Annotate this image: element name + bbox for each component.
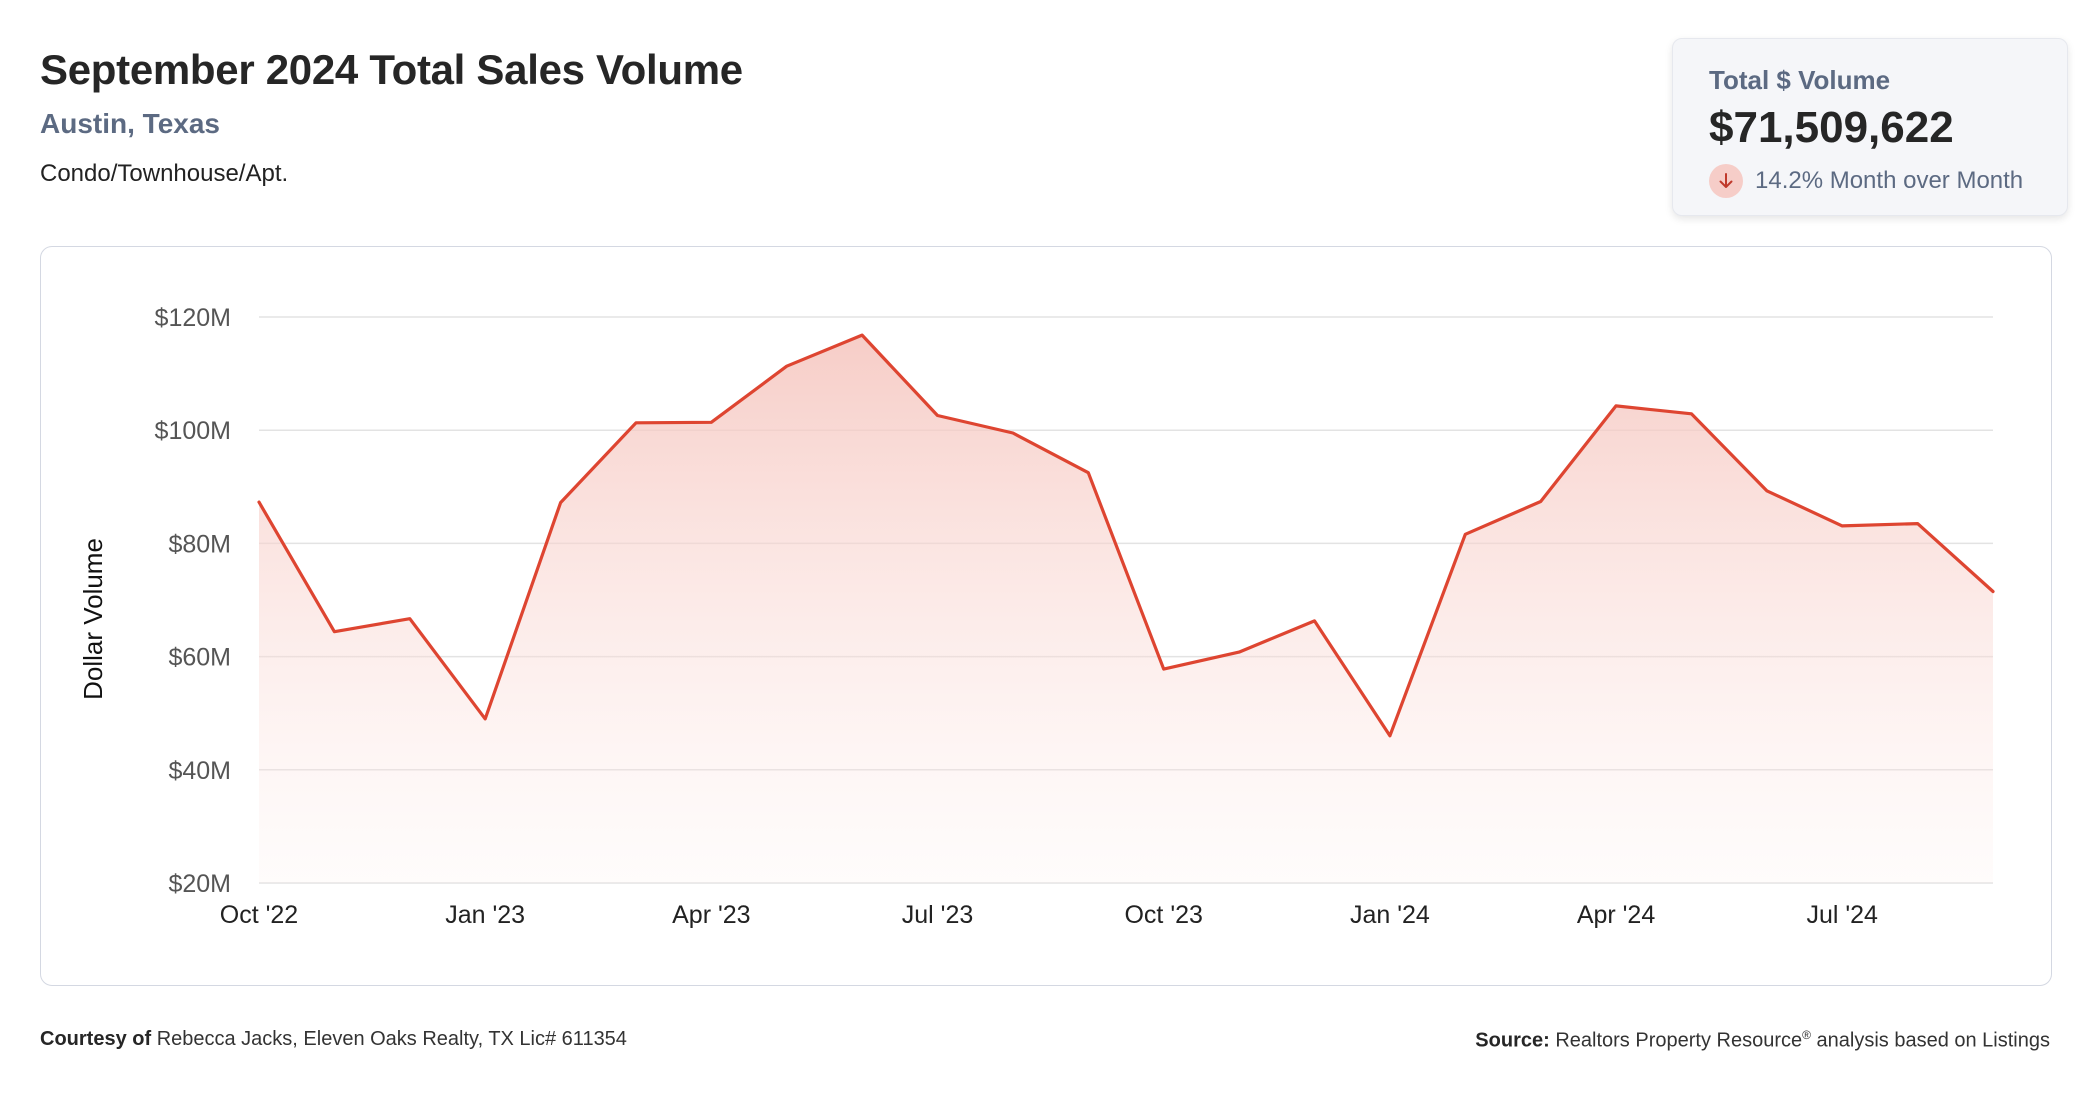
page-title: September 2024 Total Sales Volume [40,46,743,93]
y-tick-label: $40M [168,757,231,785]
arrow-down-icon [1709,164,1743,198]
data-point [1538,499,1544,505]
data-point [633,420,639,426]
location-subtitle: Austin, Texas [40,108,220,139]
series-line [257,333,1995,738]
property-type-label: Condo/Townhouse/Apt. [40,160,289,187]
data-point [859,332,865,338]
x-tick-label: Oct '22 [220,901,298,929]
x-tick-label: Jan '23 [445,901,525,929]
data-point [256,499,262,505]
data-point [1462,531,1468,537]
courtesy-label: Courtesy of [40,1028,152,1050]
y-tick-label: $20M [168,870,231,898]
data-point [708,419,714,425]
chart-container: $20M $40M $60M $80M $100M $120M Oct '22 Jan '2… [40,246,2052,986]
data-point [1387,733,1393,739]
data-point [1236,649,1242,655]
data-point [1915,521,1921,527]
registered-mark: ® [1802,1028,1811,1042]
x-tick-label: Jul '23 [902,901,973,929]
data-point [482,716,488,722]
area-fill [259,335,1993,884]
source-text: Realtors Property Resource [1555,1029,1803,1052]
data-point [1161,666,1167,672]
source-suffix: analysis based on Listings [1816,1029,2050,1052]
data-point [558,500,564,506]
source-label: Source: [1475,1029,1550,1052]
y-tick-label: $100M [155,417,231,445]
x-tick-label: Jan '24 [1350,901,1430,929]
y-tick-label: $80M [168,530,231,558]
data-point [331,629,337,635]
y-tick-label: $60M [168,644,231,672]
total-volume-label: Total $ Volume [1709,65,1891,95]
x-tick-label: Oct '23 [1124,901,1202,929]
sales-volume-chart: $20M $40M $60M $80M $100M $120M Oct '22 Jan '2… [78,304,1996,929]
data-point [935,412,941,418]
courtesy-footer: Courtesy of Rebecca Jacks, Eleven Oaks R… [40,1028,627,1051]
data-point [1764,488,1770,494]
data-point [784,363,790,369]
y-axis-title: Dollar Volume [78,538,108,700]
data-point [1688,411,1694,417]
x-tick-label: Jul '24 [1806,901,1878,929]
source-footer: Source: Realtors Property Resource® anal… [1475,1028,2050,1053]
data-point [1311,618,1317,624]
data-point [1990,589,1996,595]
total-volume-value: $71,509,622 [1709,103,1954,152]
data-point [1613,403,1619,409]
change-text: 14.2% Month over Month [1755,167,2024,194]
month-over-month-change: 14.2% Month over Month [1709,163,2023,199]
courtesy-text: Rebecca Jacks, Eleven Oaks Realty, TX Li… [156,1028,627,1050]
data-point [1085,470,1091,476]
x-tick-label: Apr '23 [672,901,750,929]
data-point [1010,430,1016,436]
x-tick-label: Apr '24 [1577,901,1656,929]
y-tick-label: $120M [155,304,231,332]
data-point [407,616,413,622]
data-point [1839,523,1845,529]
total-volume-card: Total $ Volume $71,509,622 14.2% Month o… [1672,38,2068,216]
